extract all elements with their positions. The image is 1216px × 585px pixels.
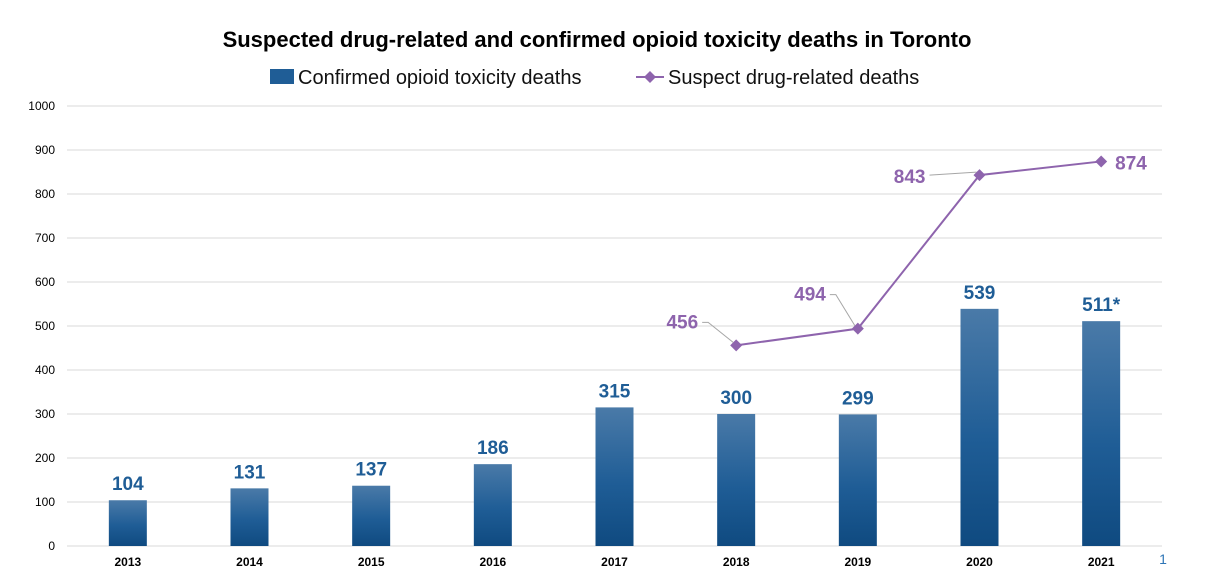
- bar-data-label: 104: [112, 474, 144, 495]
- bar-data-label: 315: [599, 381, 631, 402]
- bar-series: 104 131 137 186 315 300 299 539 511*: [108, 283, 1121, 546]
- bar: [838, 414, 877, 546]
- x-tick-label: 2016: [479, 555, 506, 569]
- line-point-marker: [1095, 155, 1108, 168]
- bar: [960, 308, 999, 546]
- x-tick-label: 2018: [723, 555, 750, 569]
- y-tick-label: 200: [35, 451, 55, 465]
- x-tick-label: 2021: [1088, 555, 1115, 569]
- bar-data-label: 511*: [1082, 295, 1121, 316]
- legend: Confirmed opioid toxicity deaths Suspect…: [270, 67, 919, 89]
- y-tick-label: 900: [35, 143, 55, 157]
- legend-label-bar: Confirmed opioid toxicity deaths: [298, 67, 581, 89]
- line-series: 456 494 843 874: [666, 153, 1147, 352]
- bar: [1082, 321, 1121, 546]
- x-tick-label: 2013: [114, 555, 141, 569]
- legend-swatch-bar: [270, 69, 294, 84]
- x-tick-label: 2014: [236, 555, 263, 569]
- legend-label-line: Suspect drug-related deaths: [668, 67, 919, 89]
- bar-data-label: 300: [720, 388, 752, 409]
- x-tick-label: 2017: [601, 555, 628, 569]
- bar: [230, 488, 269, 546]
- bar: [108, 500, 147, 546]
- bar-data-label: 186: [477, 438, 509, 459]
- y-axis: 0 100 200 300 400 500 600 700 800 900 1000: [28, 99, 55, 553]
- legend-marker-diamond-icon: [644, 71, 656, 83]
- data-label-leader: [702, 321, 734, 343]
- y-tick-label: 400: [35, 363, 55, 377]
- line-data-label: 874: [1115, 153, 1147, 174]
- bar-data-label: 131: [234, 462, 266, 483]
- y-tick-label: 700: [35, 231, 55, 245]
- y-tick-label: 500: [35, 319, 55, 333]
- bar: [352, 485, 391, 546]
- y-tick-label: 600: [35, 275, 55, 289]
- series-line: [736, 160, 1102, 347]
- x-tick-label: 2020: [966, 555, 993, 569]
- data-label-leader: [829, 294, 856, 326]
- bar-data-label: 137: [355, 460, 387, 481]
- line-data-label: 494: [794, 285, 826, 306]
- y-tick-label: 300: [35, 407, 55, 421]
- bar: [595, 407, 634, 546]
- chart-title: Suspected drug-related and confirmed opi…: [223, 27, 972, 52]
- x-tick-label: 2015: [358, 555, 385, 569]
- bar: [717, 414, 756, 546]
- y-tick-label: 800: [35, 187, 55, 201]
- bar-data-label: 539: [964, 283, 996, 304]
- bar: [473, 464, 512, 546]
- y-tick-label: 0: [48, 539, 55, 553]
- data-label-leader: [929, 171, 977, 176]
- y-tick-label: 1000: [28, 99, 55, 113]
- y-tick-label: 100: [35, 495, 55, 509]
- bar-data-label: 299: [842, 388, 874, 409]
- line-data-label: 456: [666, 312, 698, 333]
- line-data-label: 843: [894, 167, 926, 188]
- corner-mark: 1: [1159, 551, 1167, 567]
- x-axis: 2013 2014 2015 2016 2017 2018 2019 2020 2021: [114, 555, 1114, 569]
- x-tick-label: 2019: [844, 555, 871, 569]
